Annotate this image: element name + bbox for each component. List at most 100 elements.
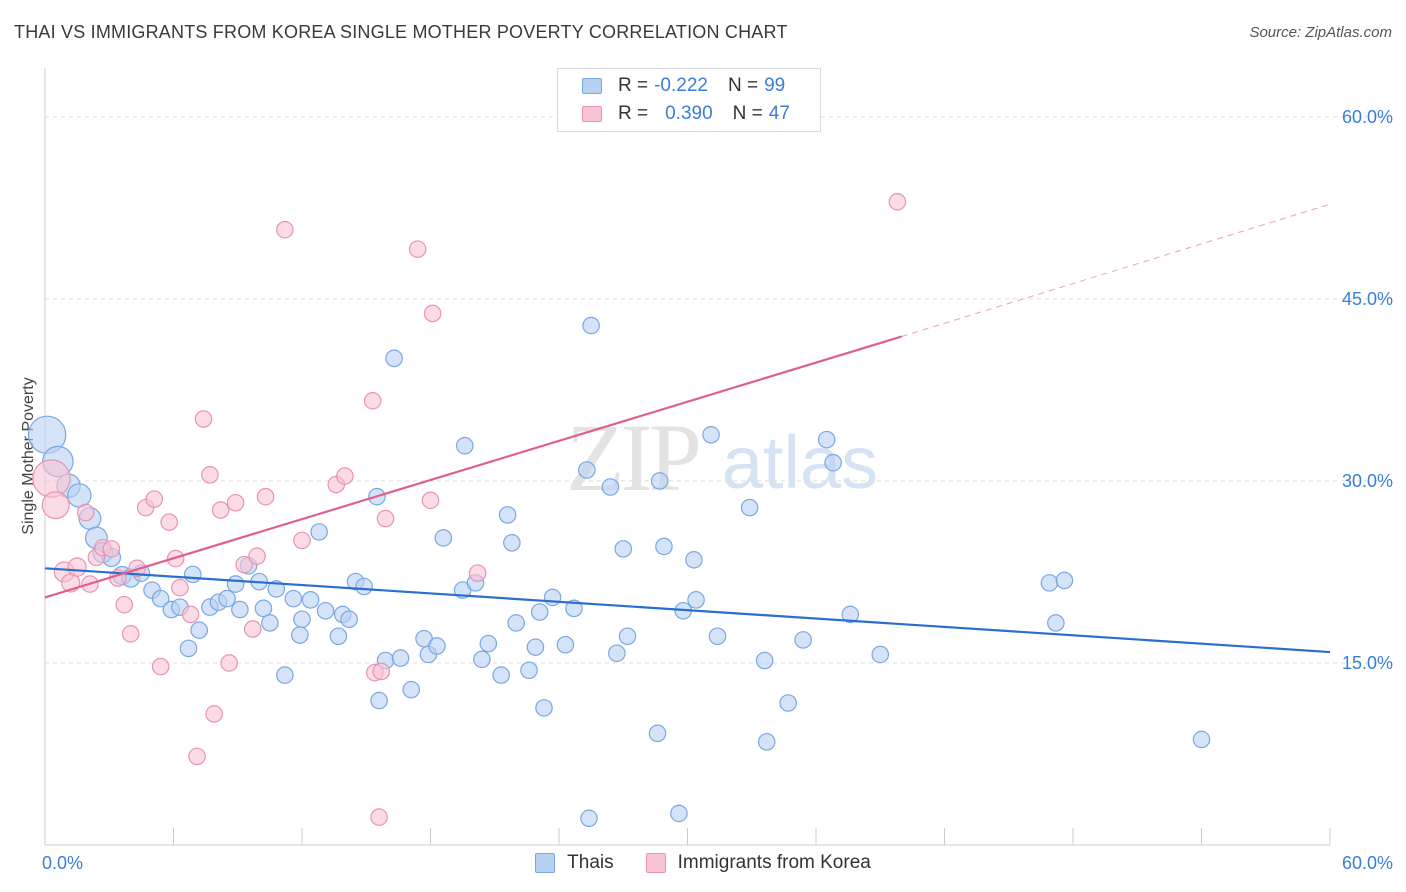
thai-point: [291, 626, 309, 644]
thai-point: [740, 498, 759, 517]
korea-point: [67, 557, 87, 577]
legend-r-value: -0.222: [654, 75, 708, 96]
korea-point: [372, 662, 391, 681]
thai-point: [655, 537, 673, 556]
thai-point: [687, 591, 705, 609]
korea-point: [194, 410, 213, 428]
korea-swatch: [582, 106, 602, 122]
thai-point: [179, 639, 198, 658]
thai-point: [507, 614, 525, 632]
korea-point: [370, 808, 388, 826]
korea-point: [102, 540, 121, 558]
korea-point: [211, 501, 230, 519]
thai-point: [708, 627, 727, 646]
x-tick-label-max: 60.0%: [1342, 853, 1393, 873]
y-tick-label: 45.0%: [1342, 289, 1393, 309]
thai-point: [498, 506, 517, 524]
thai-point: [757, 733, 776, 751]
thai-point: [755, 651, 774, 670]
thai-point: [183, 565, 202, 584]
korea-point: [121, 625, 140, 643]
thai-point: [824, 453, 842, 472]
thai-trend-line: [44, 567, 1331, 654]
thai-point: [702, 426, 720, 444]
korea-point: [160, 513, 179, 531]
thai-point: [503, 534, 521, 552]
watermark: ZIP atlas: [566, 404, 878, 511]
korea-point: [468, 564, 487, 582]
thai-point: [385, 349, 403, 368]
korea-point: [188, 747, 206, 766]
correlation-legend: R = -0.222 N = 99 R = 0.390 N = 47: [557, 68, 821, 132]
trend-lines: [44, 203, 1331, 654]
korea-point: [181, 605, 200, 624]
watermark-atlas: atlas: [722, 421, 878, 504]
korea-point: [408, 240, 427, 258]
korea-points: [32, 192, 907, 826]
korea-point: [76, 503, 95, 522]
korea-point: [256, 487, 275, 506]
thai-point: [261, 614, 279, 632]
legend-korea-label: Immigrants from Korea: [677, 852, 871, 873]
thai-point: [190, 621, 208, 639]
thai-point: [479, 634, 498, 653]
thai-swatch: [535, 853, 556, 873]
legend-n-label: N =: [732, 103, 763, 124]
thai-point: [530, 603, 549, 621]
thai-point: [608, 644, 626, 663]
thai-point: [1040, 574, 1059, 592]
thai-point: [402, 680, 421, 699]
y-tick-label: 60.0%: [1342, 107, 1393, 127]
korea-point: [376, 509, 395, 528]
thai-point: [1192, 730, 1211, 749]
legend-r-label: R =: [618, 103, 649, 124]
thai-point: [580, 809, 598, 828]
y-axis-label: Single Mother Poverty: [20, 377, 37, 534]
korea-point: [235, 555, 253, 574]
thai-point: [648, 724, 667, 743]
thai-point: [151, 589, 170, 608]
korea-point: [336, 467, 354, 485]
legend-row-thai: R = -0.222 N = 99: [582, 73, 785, 99]
thai-point: [526, 638, 545, 656]
korea-point: [145, 490, 164, 508]
thai-point: [284, 589, 303, 608]
x-tick-labels: 0.0% 60.0%: [42, 853, 1393, 873]
korea-point: [151, 657, 170, 676]
thai-point: [434, 529, 453, 547]
thai-point: [779, 694, 797, 712]
thai-point: [301, 591, 320, 609]
korea-trend-line: [44, 335, 902, 599]
y-tick-labels: 15.0% 30.0% 45.0% 60.0%: [1342, 107, 1393, 673]
thai-point: [218, 589, 236, 608]
korea-point: [363, 392, 382, 410]
korea-point: [32, 459, 71, 498]
thai-point: [1055, 571, 1074, 590]
thai-point: [254, 599, 273, 618]
thai-point: [310, 523, 328, 541]
korea-point: [226, 493, 245, 512]
thai-point: [316, 601, 335, 620]
source-label: Source: ZipAtlas.com: [1249, 24, 1392, 41]
thai-point: [293, 610, 311, 629]
legend-r-label: R =: [618, 75, 649, 96]
thai-point: [492, 666, 510, 684]
thai-point: [473, 650, 491, 669]
series-legend: Thais Immigrants from Korea: [0, 852, 1406, 874]
thai-swatch: [582, 78, 602, 94]
korea-point: [423, 304, 442, 323]
thai-point: [871, 645, 890, 664]
legend-r-value: 0.390: [665, 103, 713, 124]
thai-point: [1047, 614, 1065, 632]
korea-point: [41, 491, 70, 520]
thai-point: [578, 461, 596, 479]
korea-swatch: [645, 853, 666, 873]
legend-item-thais[interactable]: Thais: [535, 852, 614, 874]
grid-lines: [45, 116, 1392, 664]
thai-point: [543, 588, 562, 607]
legend-item-korea[interactable]: Immigrants from Korea: [645, 852, 871, 874]
legend-n-value: 99: [764, 75, 786, 96]
korea-point: [171, 578, 189, 597]
thai-point: [556, 635, 575, 654]
thai-point: [565, 599, 583, 618]
